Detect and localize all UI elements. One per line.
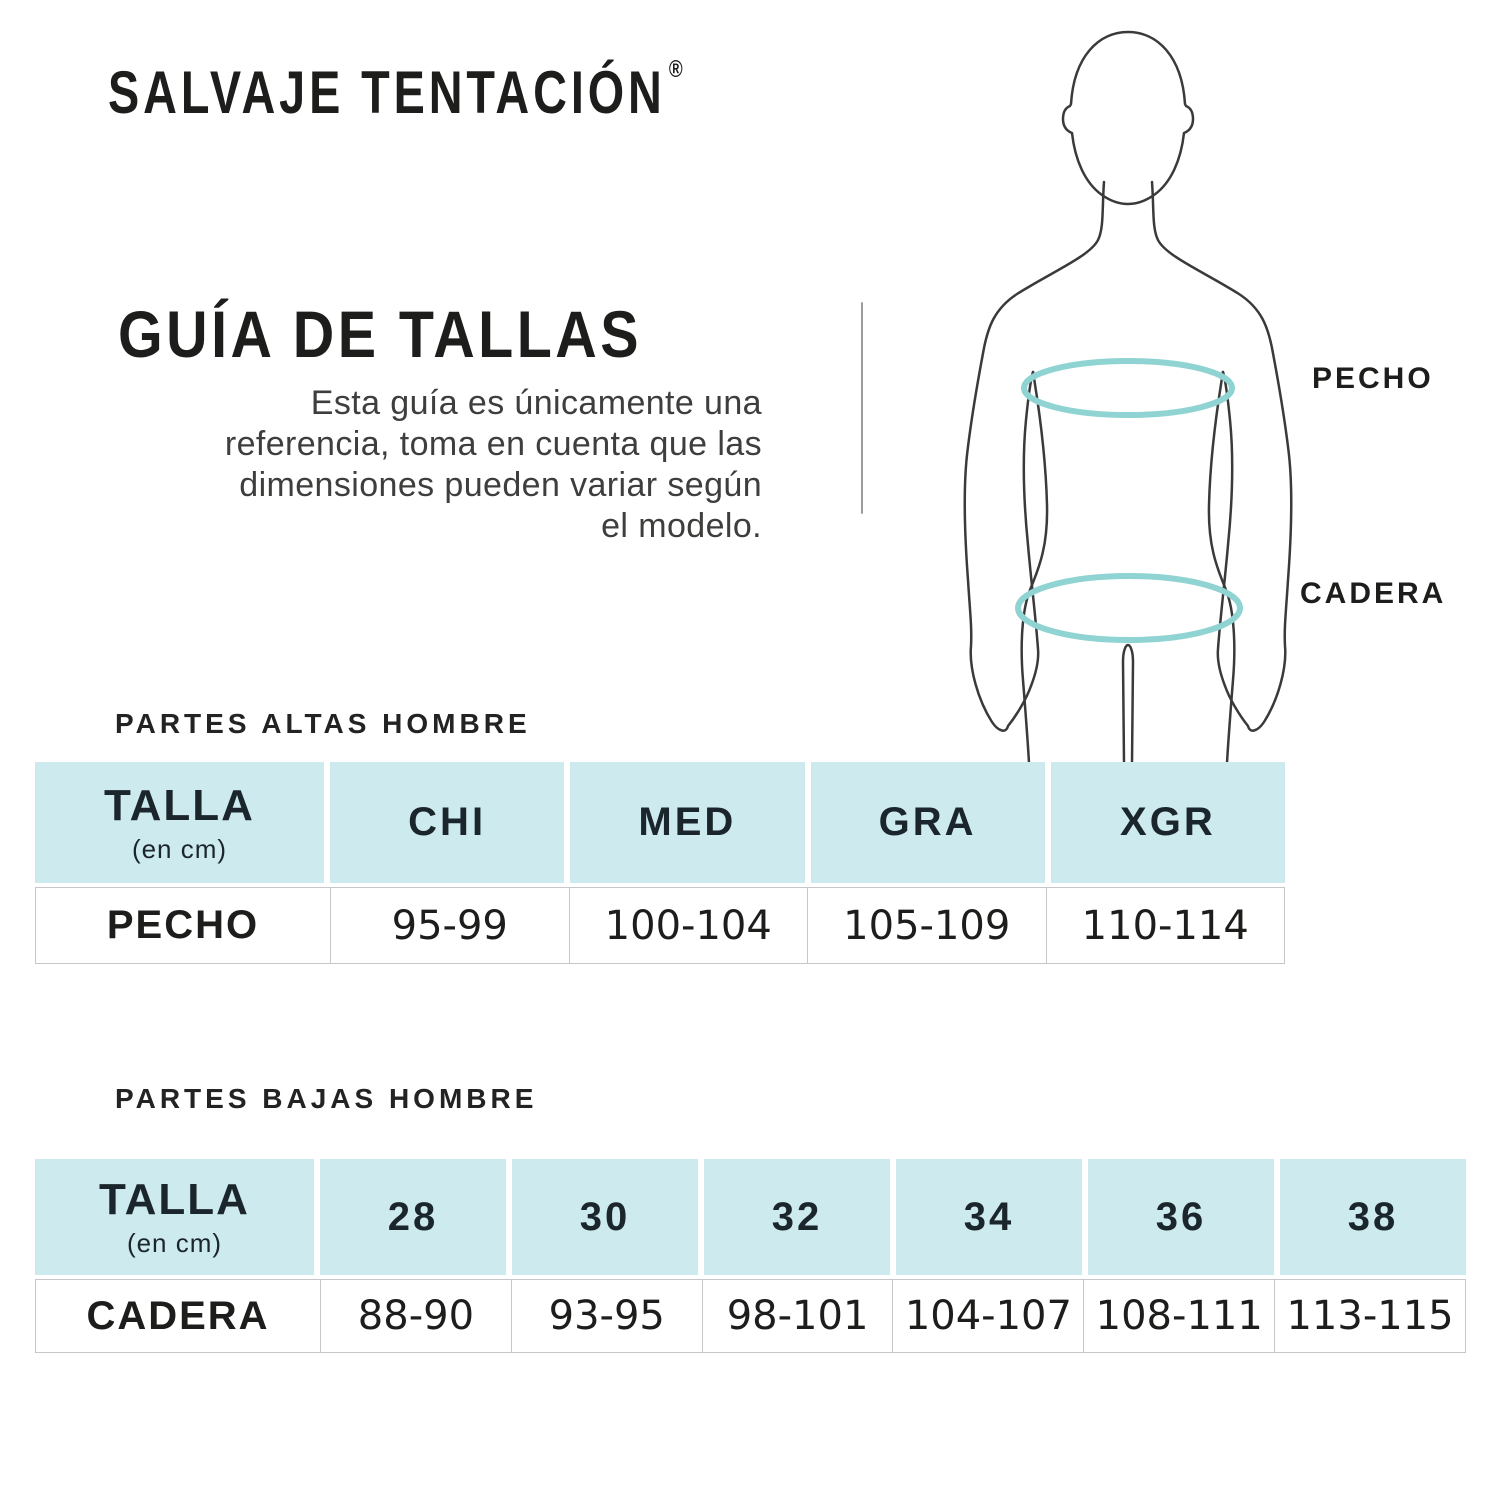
table-header-row: TALLA (en cm) CHI MED GRA XGR <box>35 762 1285 883</box>
size-column-header: MED <box>638 800 737 844</box>
size-column-header: XGR <box>1120 800 1216 844</box>
right-arm-outline <box>1150 180 1293 732</box>
vertical-divider <box>861 302 863 514</box>
talla-header-cell: TALLA (en cm) <box>35 762 330 883</box>
size-column-header: 32 <box>771 1194 823 1239</box>
talla-header-cell: TALLA (en cm) <box>35 1159 320 1275</box>
upper-body-size-table: TALLA (en cm) CHI MED GRA XGR PECHO 95-9… <box>35 762 1285 964</box>
torso-left-outline <box>1020 370 1049 763</box>
measurement-value: 110-114 <box>1081 902 1249 949</box>
description-line: referencia, toma en cuenta que las <box>224 425 762 463</box>
size-column-header: GRA <box>878 800 977 844</box>
lower-body-size-table: TALLA (en cm) 28 30 32 34 36 38 CADERA 8… <box>35 1159 1466 1353</box>
measurement-row-label: CADERA <box>86 1293 270 1338</box>
head-outline <box>1061 30 1195 206</box>
upper-table-section-title: PARTES ALTAS HOMBRE <box>115 708 531 739</box>
description-line: Esta guía es únicamente una <box>310 384 762 422</box>
hip-measure-ellipse <box>1015 573 1243 643</box>
left-arm-outline <box>963 180 1106 732</box>
size-column-header: 34 <box>963 1194 1015 1239</box>
brand-logo: SALVAJE TENTACIÓN ® <box>108 56 845 127</box>
measurement-value: 100-104 <box>604 902 772 949</box>
page-title: GUÍA DE TALLAS <box>118 297 643 371</box>
measurement-value: 105-109 <box>843 902 1011 949</box>
size-column-header: 36 <box>1155 1194 1207 1239</box>
male-body-figure <box>963 30 1293 763</box>
talla-unit: (en cm) <box>131 833 228 864</box>
size-column-header: 38 <box>1347 1194 1399 1239</box>
measurement-value: 98-101 <box>726 1293 869 1339</box>
size-column-header: 28 <box>387 1194 439 1239</box>
chest-measure-ellipse <box>1021 358 1235 418</box>
guide-description: Esta guía es únicamente una referencia, … <box>80 383 762 547</box>
table-header-row: TALLA (en cm) 28 30 32 34 36 38 <box>35 1159 1466 1275</box>
talla-unit: (en cm) <box>126 1228 223 1258</box>
size-column-header: 30 <box>579 1194 631 1239</box>
brand-name: SALVAJE TENTACIÓN <box>108 59 666 126</box>
measurement-value: 108-111 <box>1095 1293 1263 1339</box>
table-data-row: CADERA 88-90 93-95 98-101 104-107 108-11… <box>35 1279 1466 1353</box>
crotch-line <box>1121 643 1135 763</box>
measurement-value: 88-90 <box>357 1293 475 1339</box>
talla-label: TALLA <box>99 1175 250 1224</box>
lower-table-section-title: PARTES BAJAS HOMBRE <box>115 1083 538 1114</box>
measurement-value: 104-107 <box>904 1293 1072 1339</box>
description-line: el modelo. <box>601 507 762 545</box>
table-data-row: PECHO 95-99 100-104 105-109 110-114 <box>35 887 1285 964</box>
size-column-header: CHI <box>408 800 487 844</box>
measurement-row-label: PECHO <box>106 903 260 947</box>
measurement-value: 113-115 <box>1286 1293 1454 1339</box>
chest-label: PECHO <box>1312 362 1434 395</box>
hip-label: CADERA <box>1300 577 1447 610</box>
talla-label: TALLA <box>104 780 255 830</box>
measurement-value: 93-95 <box>548 1293 665 1339</box>
description-line: dimensiones pueden variar según <box>239 466 762 504</box>
measurement-value: 95-99 <box>391 902 508 949</box>
registered-trademark: ® <box>668 56 683 83</box>
